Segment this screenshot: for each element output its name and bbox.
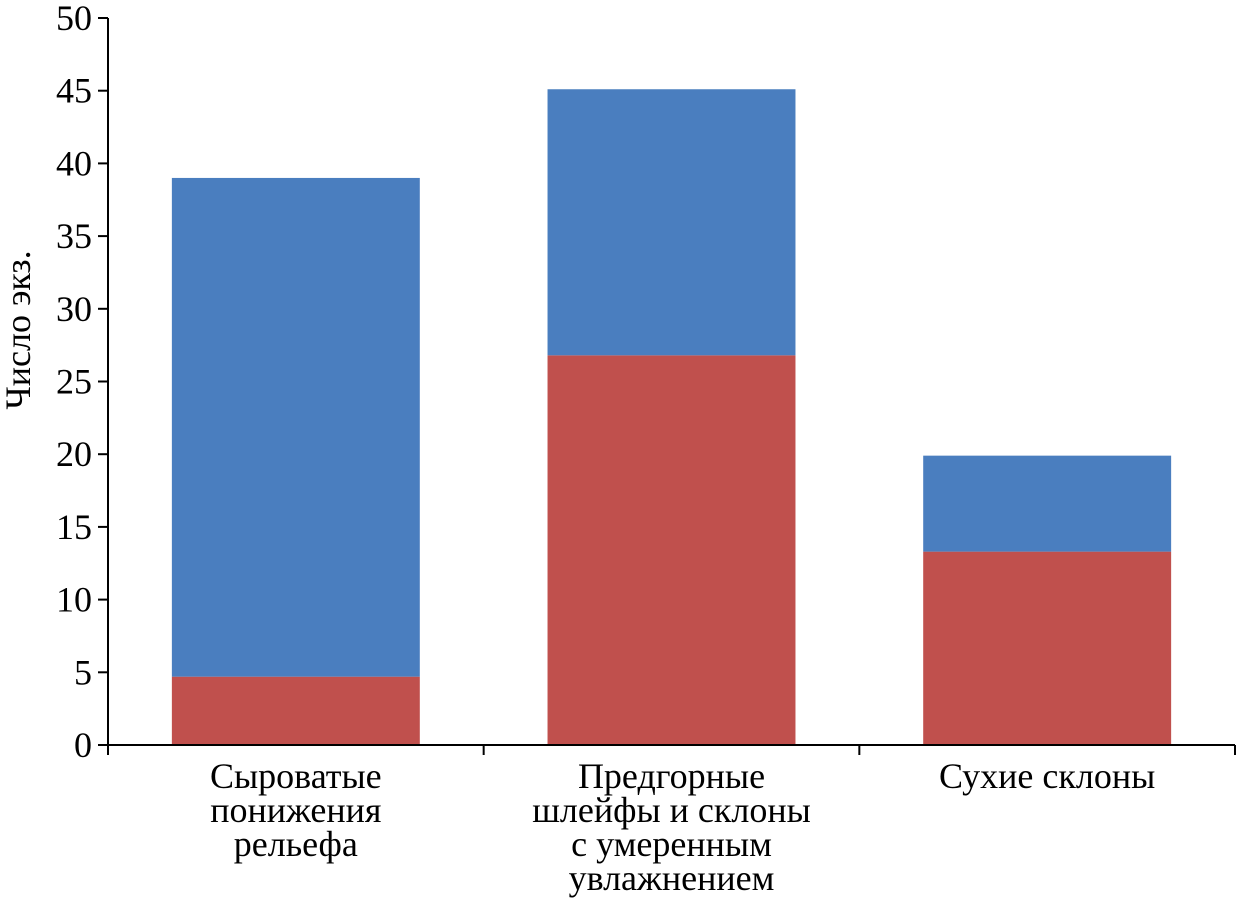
y-tick-label: 45	[56, 71, 92, 111]
x-tick-label: шлейфы и склоны	[532, 790, 811, 830]
y-tick-label: 10	[56, 580, 92, 620]
y-tick-label: 50	[56, 0, 92, 38]
bar-segment-0	[547, 355, 796, 745]
bar-segment-1	[923, 455, 1172, 552]
y-tick-label: 20	[56, 434, 92, 474]
bar-segment-0	[171, 676, 420, 745]
y-axis-label: Число экз.	[0, 250, 38, 409]
x-tick-label: Сухие склоны	[939, 756, 1155, 796]
x-tick-label: понижения	[210, 790, 381, 830]
y-tick-label: 0	[74, 725, 92, 765]
y-tick-label: 30	[56, 289, 92, 329]
x-tick-label: увлажнением	[569, 858, 775, 898]
x-tick-label: рельефа	[234, 824, 358, 864]
x-tick-label: Сыроватые	[210, 756, 382, 796]
bar-segment-1	[171, 177, 420, 677]
bar-segment-1	[547, 89, 796, 356]
bar-segment-0	[923, 551, 1172, 745]
y-tick-label: 15	[56, 507, 92, 547]
y-tick-label: 35	[56, 216, 92, 256]
x-tick-label: Предгорные	[578, 756, 765, 796]
y-tick-label: 40	[56, 143, 92, 183]
x-tick-label: с умеренным	[571, 824, 772, 864]
y-tick-label: 5	[74, 652, 92, 692]
y-tick-label: 25	[56, 362, 92, 402]
